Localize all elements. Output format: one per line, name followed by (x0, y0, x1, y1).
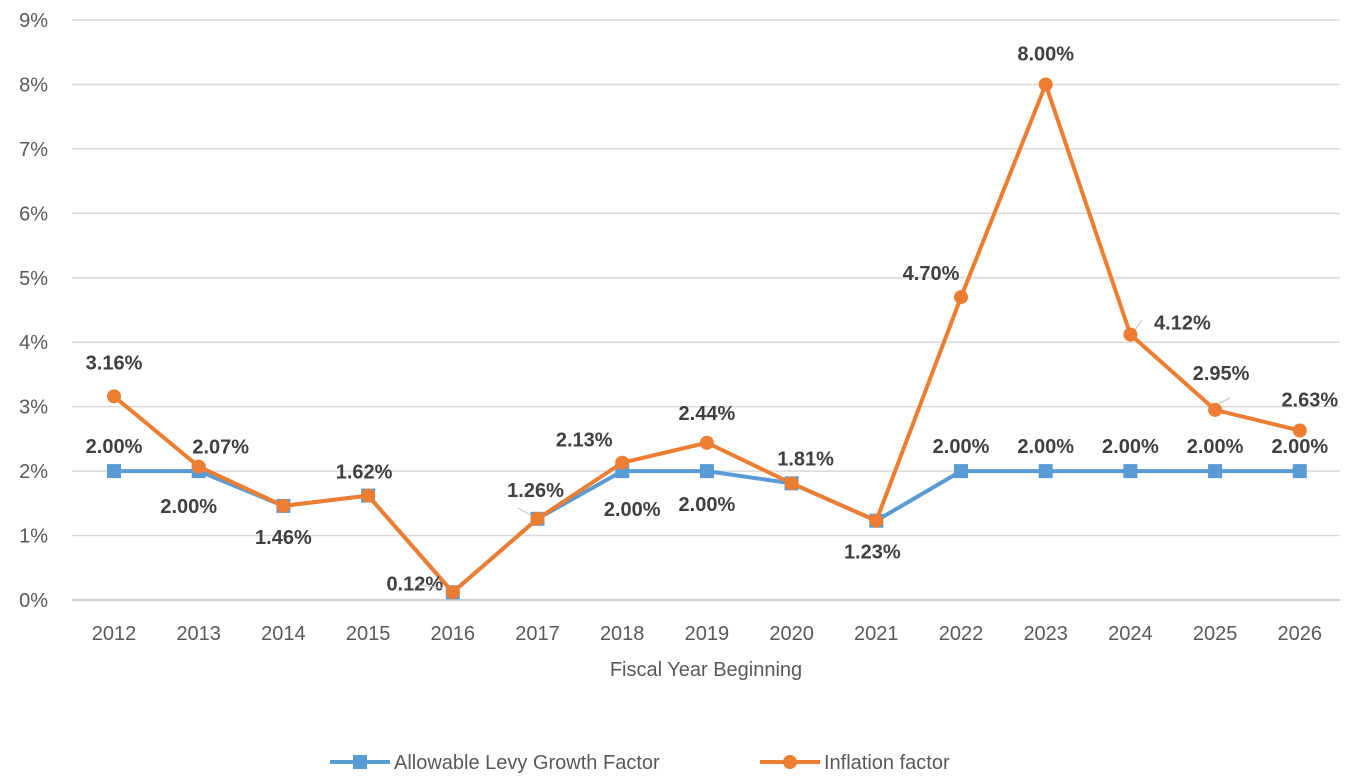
y-tick-label: 4% (19, 332, 48, 354)
data-point (1208, 402, 1223, 417)
data-point (107, 389, 121, 404)
legend: Allowable Levy Growth Factor Inflation fa… (330, 752, 950, 774)
data-point (1123, 327, 1138, 342)
data-label: 2.07% (192, 437, 249, 459)
data-point (1123, 464, 1138, 479)
x-tick-label: 2024 (1108, 623, 1153, 645)
y-tick-label: 7% (19, 139, 48, 161)
data-label: 1.62% (336, 462, 393, 484)
data-label: 2.00% (1017, 436, 1074, 458)
data-label: 2.00% (160, 496, 217, 518)
x-tick-label: 2022 (939, 623, 984, 645)
x-tick-label: 2026 (1278, 623, 1323, 645)
data-point (1292, 464, 1307, 479)
x-tick-label: 2018 (600, 623, 645, 645)
x-tick-label: 2015 (346, 623, 391, 645)
legend-marker (353, 755, 367, 769)
x-axis-ticks: 2012 2013 2014 2015 2016 2017 2018 2019 2020 2021… (92, 623, 1322, 645)
data-point (361, 488, 376, 503)
y-tick-label: 2% (19, 461, 48, 483)
data-point (1038, 464, 1053, 479)
legend-label: Inflation factor (824, 752, 950, 774)
data-label: 1.26% (507, 480, 564, 502)
x-tick-label: 2020 (769, 623, 814, 645)
data-point (445, 585, 460, 600)
data-point (1038, 77, 1053, 92)
x-tick-label: 2017 (515, 623, 560, 645)
data-label: 2.00% (604, 499, 661, 521)
data-labels: 2.00% 2.00% 2.00% 2.00% 2.00% 2.00% 2.00% 2.00%… (86, 43, 1339, 595)
data-label: 2.13% (556, 430, 613, 452)
leader-line (1134, 319, 1143, 331)
data-label: 2.00% (679, 494, 736, 516)
data-point (615, 455, 630, 470)
data-label: 2.00% (933, 436, 990, 458)
data-point (699, 464, 714, 479)
series-layer (107, 77, 1307, 600)
data-label: 2.00% (1102, 436, 1159, 458)
y-tick-label: 5% (19, 268, 48, 290)
data-label: 2.63% (1281, 390, 1338, 412)
data-label: 2.00% (86, 436, 143, 458)
data-point (699, 435, 714, 450)
x-tick-label: 2019 (685, 623, 730, 645)
x-axis-title: Fiscal Year Beginning (610, 659, 802, 681)
data-point (954, 290, 968, 305)
legend-marker (783, 755, 797, 769)
data-label: 1.46% (255, 527, 312, 549)
data-point (530, 511, 545, 526)
leader-line (1217, 397, 1231, 405)
gridlines (72, 19, 1340, 601)
data-point (191, 459, 206, 474)
y-tick-label: 1% (19, 526, 48, 548)
x-tick-label: 2021 (854, 623, 899, 645)
data-point (107, 464, 121, 479)
y-tick-label: 9% (19, 10, 48, 32)
y-axis-ticks: 0% 1% 2% 3% 4% 5% 6% 7% 8% 9% (19, 10, 48, 612)
x-tick-label: 2014 (261, 623, 306, 645)
data-label: 0.12% (386, 573, 443, 595)
x-tick-label: 2012 (92, 623, 137, 645)
x-tick-label: 2025 (1193, 623, 1238, 645)
data-label: 2.95% (1193, 363, 1250, 385)
data-label: 3.16% (86, 352, 143, 374)
data-label: 4.70% (903, 263, 960, 285)
data-label: 8.00% (1017, 43, 1074, 65)
data-label: 1.23% (844, 542, 901, 564)
data-point (869, 513, 884, 528)
y-tick-label: 8% (19, 74, 48, 96)
data-label: 2.00% (1187, 436, 1244, 458)
data-point (1292, 423, 1307, 438)
data-label: 2.44% (679, 403, 736, 425)
y-tick-label: 3% (19, 397, 48, 419)
data-point (954, 464, 968, 479)
data-point (784, 476, 799, 491)
y-tick-label: 6% (19, 203, 48, 225)
data-label: 4.12% (1154, 312, 1211, 334)
y-tick-label: 0% (19, 590, 48, 612)
leader-line (417, 584, 443, 589)
x-tick-label: 2013 (176, 623, 221, 645)
data-point (1208, 464, 1223, 479)
x-tick-label: 2016 (431, 623, 476, 645)
data-label: 2.00% (1271, 436, 1328, 458)
x-tick-label: 2023 (1023, 623, 1068, 645)
leader-line (517, 507, 533, 517)
data-point (276, 498, 291, 513)
legend-label: Allowable Levy Growth Factor (394, 752, 660, 774)
data-label: 1.81% (777, 448, 834, 470)
